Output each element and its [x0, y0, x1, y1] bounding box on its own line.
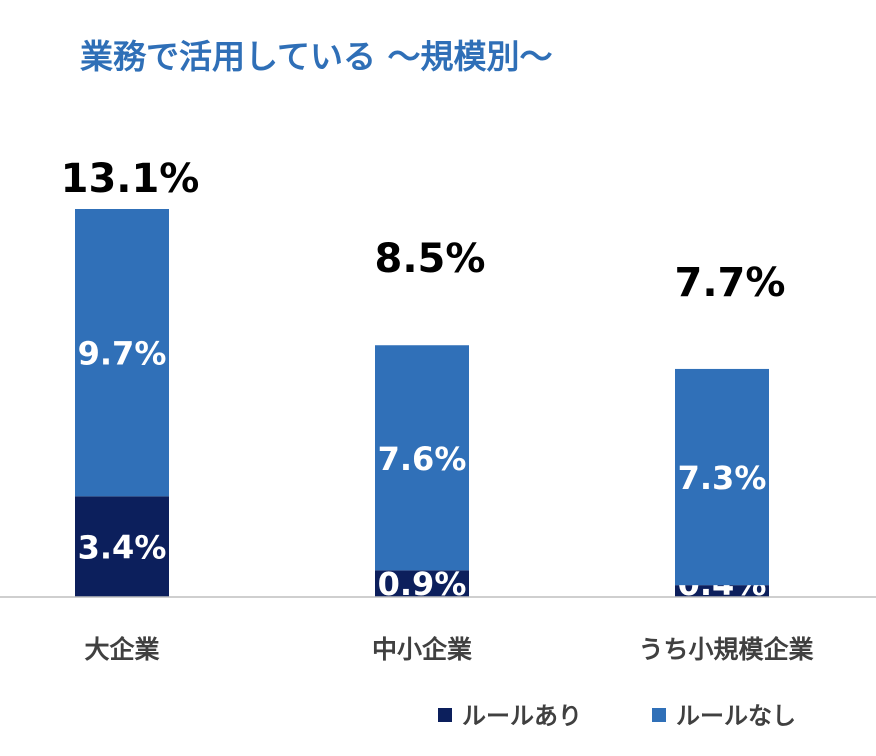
legend-label-rule-no: ルールなし — [676, 702, 796, 730]
total-value-label-0: 13.1% — [61, 156, 200, 202]
segment-value-label-rule-no-0: 9.7% — [78, 335, 167, 373]
legend-label-rule-yes: ルールあり — [462, 702, 582, 730]
legend: ルールあり ルールなし — [438, 702, 796, 730]
bar-segment-rule-yes-1 — [375, 570, 469, 597]
plot-area: 3.4%9.7%13.1%0.9%7.6%8.5%0.4%7.3%7.7% — [61, 156, 786, 603]
segment-value-label-rule-yes-0: 3.4% — [78, 529, 167, 567]
total-value-label-2: 7.7% — [675, 260, 786, 306]
x-axis-labels: 大企業 中小企業 うち小規模企業 — [84, 635, 813, 664]
chart-title: 業務で活用している ～規模別～ — [80, 37, 553, 76]
category-label-0: 大企業 — [84, 635, 159, 664]
legend-swatch-rule-no — [652, 708, 666, 722]
total-value-label-1: 8.5% — [375, 236, 486, 282]
segment-value-label-rule-no-2: 7.3% — [678, 459, 767, 497]
bar-segment-rule-no-2 — [675, 368, 769, 586]
category-label-2: うち小規模企業 — [638, 635, 813, 664]
segment-value-label-rule-no-1: 7.6% — [378, 440, 467, 478]
bar-segment-rule-no-1 — [375, 345, 469, 571]
bar-segment-rule-yes-2 — [675, 585, 769, 597]
legend-swatch-rule-yes — [438, 708, 452, 722]
bar-segment-rule-yes-0 — [75, 496, 169, 597]
category-label-1: 中小企業 — [372, 635, 472, 664]
bar-segment-rule-no-0 — [75, 209, 169, 497]
